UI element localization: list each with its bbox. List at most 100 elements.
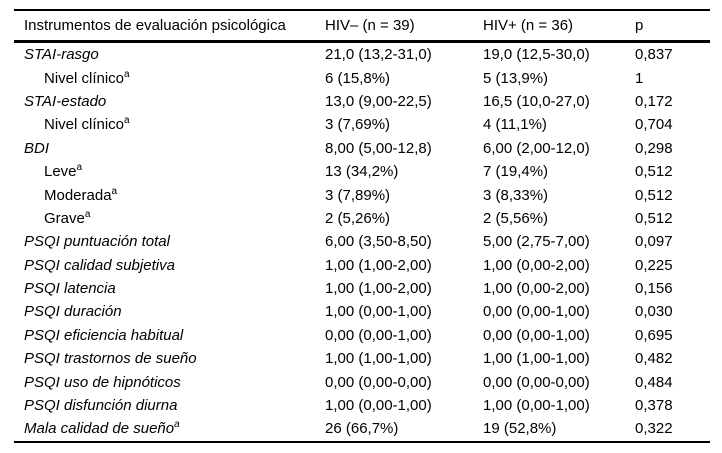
cell-p-value: 0,030: [635, 303, 673, 321]
cell-hiv-negative: 6,00 (3,50-8,50): [325, 233, 432, 251]
cell-p-value: 0,298: [635, 139, 673, 157]
cell-hiv-positive: 1,00 (1,00-1,00): [483, 350, 590, 368]
table-row: Nivel clínicoa 6 (15,8%) 5 (13,9%) 1: [14, 66, 710, 89]
footnote-marker: a: [111, 185, 118, 197]
table-row: PSQI duración 1,00 (0,00-1,00) 0,00 (0,00-…: [14, 300, 710, 323]
row-label: STAI-estado: [24, 92, 107, 110]
cell-hiv-negative: 2 (5,26%): [325, 209, 391, 227]
cell-hiv-negative: 8,00 (5,00-12,8): [325, 139, 432, 157]
table-row: Mala calidad de sueñoa 26 (66,7%) 19 (52,8…: [14, 417, 710, 441]
row-label: Gravea: [44, 208, 91, 227]
table-row: Nivel clínicoa 3 (7,69%) 4 (11,1%) 0,704: [14, 113, 710, 136]
footnote-marker: a: [124, 68, 130, 80]
cell-hiv-positive: 1,00 (0,00-1,00): [483, 397, 590, 415]
cell-p-value: 0,837: [635, 46, 673, 64]
cell-hiv-positive: 1,00 (0,00-2,00): [483, 256, 590, 274]
cell-hiv-positive: 5,00 (2,75-7,00): [483, 233, 590, 251]
row-label: PSQI duración: [24, 303, 122, 321]
cell-hiv-positive: 1,00 (0,00-2,00): [483, 280, 590, 298]
table-row: PSQI calidad subjetiva 1,00 (1,00-2,00) 1,…: [14, 254, 710, 277]
cell-hiv-positive: 19,0 (12,5-30,0): [483, 46, 590, 64]
cell-hiv-negative: 1,00 (1,00-1,00): [325, 350, 432, 368]
cell-hiv-negative: 13,0 (9,00-22,5): [325, 92, 432, 110]
cell-hiv-negative: 6 (15,8%): [325, 69, 391, 87]
table-row: PSQI puntuación total 6,00 (3,50-8,50) 5,0…: [14, 230, 710, 253]
table-row: Levea 13 (34,2%) 7 (19,4%) 0,512: [14, 160, 710, 183]
cell-p-value: 0,512: [635, 163, 673, 181]
column-header-instruments: Instrumentos de evaluación psicológica: [14, 10, 325, 43]
table-row: Gravea 2 (5,26%) 2 (5,56%) 0,512: [14, 207, 710, 230]
table-row: PSQI uso de hipnóticos 0,00 (0,00-0,00) 0,…: [14, 370, 710, 393]
footnote-marker: a: [84, 208, 91, 220]
cell-p-value: 0,156: [635, 280, 673, 298]
column-header-hiv-negative: HIV– (n = 39): [325, 10, 483, 43]
cell-hiv-negative: 13 (34,2%): [325, 163, 399, 181]
cell-p-value: 0,322: [635, 420, 673, 438]
cell-hiv-positive: 4 (11,1%): [483, 116, 547, 134]
cell-p-value: 0,695: [635, 326, 673, 344]
table-row: Moderadaa 3 (7,89%) 3 (8,33%) 0,512: [14, 183, 710, 206]
table-row: PSQI disfunción diurna 1,00 (0,00-1,00) 1,…: [14, 394, 710, 417]
results-table-wrap: Instrumentos de evaluación psicológica H…: [14, 9, 710, 443]
cell-p-value: 0,512: [635, 186, 673, 204]
table-row: BDI 8,00 (5,00-12,8) 6,00 (2,00-12,0) 0,298: [14, 137, 710, 160]
footnote-marker: a: [76, 162, 83, 174]
cell-hiv-positive: 0,00 (0,00-1,00): [483, 326, 590, 344]
column-header-p-value: p: [635, 10, 710, 43]
cell-hiv-negative: 0,00 (0,00-1,00): [325, 326, 432, 344]
cell-hiv-negative: 1,00 (0,00-1,00): [325, 303, 432, 321]
cell-p-value: 0,482: [635, 350, 673, 368]
cell-hiv-positive: 16,5 (10,0-27,0): [483, 92, 590, 110]
row-label: BDI: [24, 139, 50, 157]
cell-hiv-positive: 0,00 (0,00-1,00): [483, 303, 590, 321]
cell-p-value: 0,172: [635, 92, 673, 110]
cell-hiv-positive: 3 (8,33%): [483, 186, 549, 204]
cell-p-value: 1: [635, 69, 644, 87]
table-row: STAI-rasgo 21,0 (13,2-31,0) 19,0 (12,5-30,…: [14, 42, 710, 67]
row-label: PSQI puntuación total: [24, 233, 170, 251]
table-row: PSQI latencia 1,00 (1,00-2,00) 1,00 (0,00-…: [14, 277, 710, 300]
row-label: STAI-rasgo: [24, 46, 99, 64]
row-label: Nivel clínicoa: [44, 68, 130, 87]
cell-hiv-positive: 7 (19,4%): [483, 163, 549, 181]
cell-hiv-negative: 1,00 (0,00-1,00): [325, 397, 432, 415]
cell-hiv-negative: 1,00 (1,00-2,00): [325, 256, 432, 274]
row-label: PSQI uso de hipnóticos: [24, 373, 181, 391]
table-row: PSQI trastornos de sueño 1,00 (1,00-1,00)…: [14, 347, 710, 370]
footnote-marker: a: [174, 419, 180, 431]
cell-hiv-negative: 21,0 (13,2-31,0): [325, 46, 432, 64]
row-label: Mala calidad de sueñoa: [24, 419, 180, 438]
cell-hiv-positive: 0,00 (0,00-0,00): [483, 373, 590, 391]
results-table: Instrumentos de evaluación psicológica H…: [14, 9, 710, 443]
cell-p-value: 0,378: [635, 397, 673, 415]
cell-hiv-positive: 5 (13,9%): [483, 69, 549, 87]
cell-hiv-negative: 1,00 (1,00-2,00): [325, 280, 432, 298]
cell-p-value: 0,097: [635, 233, 673, 251]
row-label: PSQI eficiencia habitual: [24, 326, 184, 344]
table-row: STAI-estado 13,0 (9,00-22,5) 16,5 (10,0-27…: [14, 90, 710, 113]
header-row: Instrumentos de evaluación psicológica H…: [14, 10, 710, 43]
row-label: PSQI trastornos de sueño: [24, 350, 197, 368]
table-body: STAI-rasgo 21,0 (13,2-31,0) 19,0 (12,5-30,…: [14, 42, 710, 442]
cell-hiv-negative: 3 (7,89%): [325, 186, 391, 204]
row-label: PSQI latencia: [24, 280, 116, 298]
row-label: Levea: [44, 162, 83, 181]
footnote-marker: a: [124, 115, 130, 127]
cell-p-value: 0,704: [635, 116, 673, 134]
row-label: Moderadaa: [44, 185, 118, 204]
row-label: PSQI calidad subjetiva: [24, 256, 175, 274]
column-header-hiv-positive: HIV+ (n = 36): [483, 10, 635, 43]
row-label: Nivel clínicoa: [44, 115, 130, 134]
cell-p-value: 0,225: [635, 256, 673, 274]
cell-hiv-positive: 2 (5,56%): [483, 209, 549, 227]
cell-hiv-negative: 0,00 (0,00-0,00): [325, 373, 432, 391]
cell-hiv-negative: 3 (7,69%): [325, 116, 391, 134]
cell-p-value: 0,484: [635, 373, 673, 391]
table-row: PSQI eficiencia habitual 0,00 (0,00-1,00)…: [14, 324, 710, 347]
cell-hiv-positive: 19 (52,8%): [483, 420, 557, 438]
row-label: PSQI disfunción diurna: [24, 397, 178, 415]
cell-hiv-negative: 26 (66,7%): [325, 420, 399, 438]
cell-hiv-positive: 6,00 (2,00-12,0): [483, 139, 590, 157]
cell-p-value: 0,512: [635, 209, 673, 227]
